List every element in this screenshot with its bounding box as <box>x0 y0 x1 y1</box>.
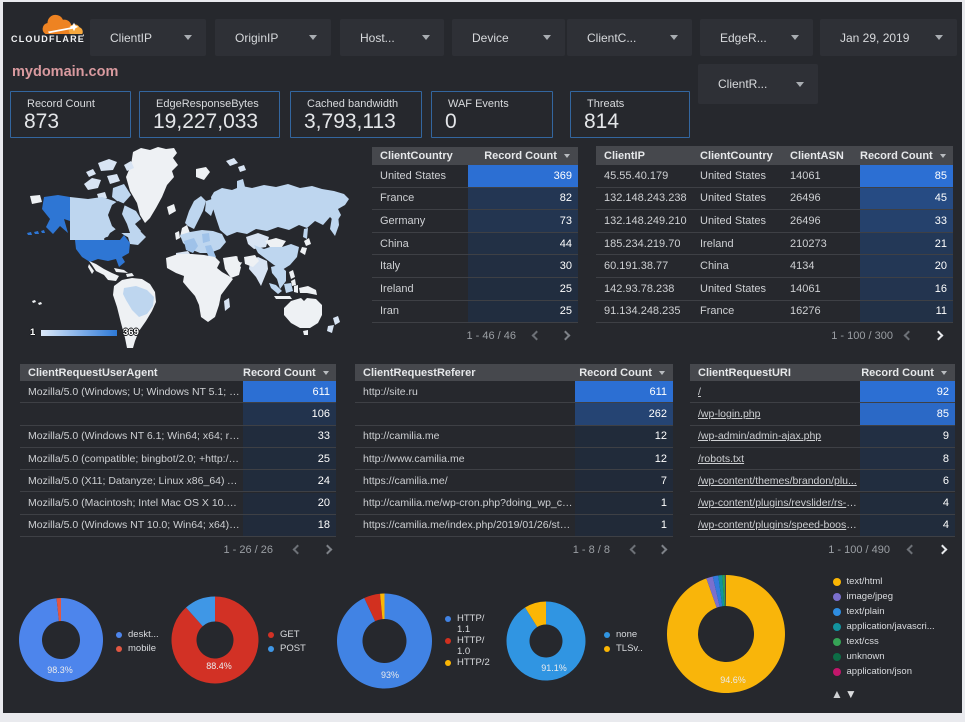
svg-text:CLOUDFLARE: CLOUDFLARE <box>11 34 85 44</box>
svg-text:98.3%: 98.3% <box>47 665 73 675</box>
svg-text:88.4%: 88.4% <box>206 661 232 671</box>
svg-text:91.1%: 91.1% <box>541 663 567 673</box>
svg-text:93%: 93% <box>381 670 399 680</box>
svg-text:94.6%: 94.6% <box>720 675 746 685</box>
